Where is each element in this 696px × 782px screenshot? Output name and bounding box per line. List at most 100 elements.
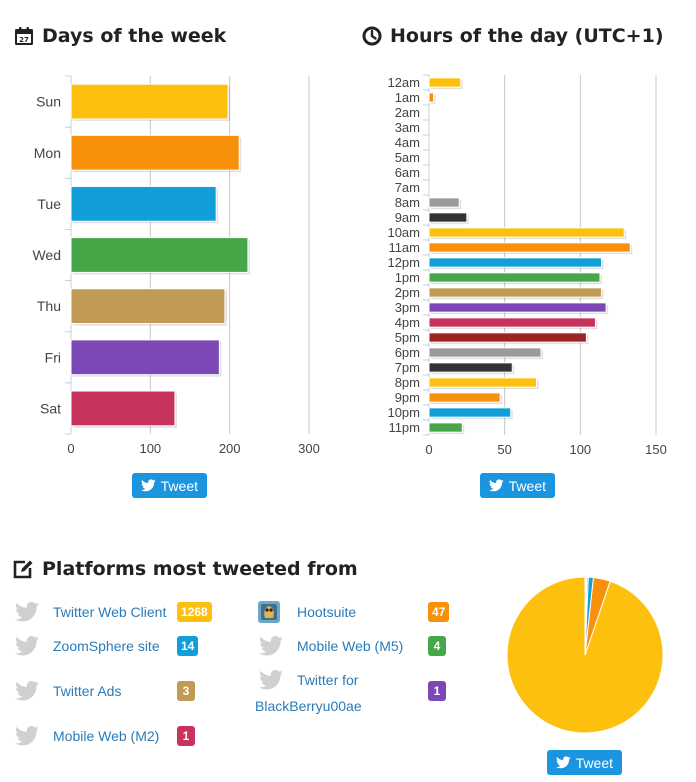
platform-name-link-line2[interactable]: BlackBerryu00ae	[255, 698, 362, 714]
clock-icon	[362, 26, 382, 46]
bar-10am	[428, 227, 625, 238]
twitter-bird-icon	[15, 726, 39, 746]
x-tick-label: 50	[497, 442, 511, 457]
category-label: Sun	[36, 94, 61, 110]
bar-Sat	[70, 390, 176, 427]
category-label: 1pm	[395, 270, 420, 285]
category-label: 12pm	[387, 255, 420, 270]
edit-icon	[13, 560, 33, 579]
category-label: 9pm	[395, 390, 420, 405]
twitter-bird-icon	[259, 636, 283, 656]
platform-name-link[interactable]: Hootsuite	[297, 604, 357, 620]
category-label: 4pm	[395, 315, 420, 330]
platform-count-badge: 14	[177, 636, 199, 656]
category-label: 4am	[395, 135, 420, 150]
bar-Fri	[70, 339, 220, 376]
x-tick-label: 200	[219, 441, 241, 456]
calendar-icon: 27	[15, 27, 33, 45]
x-tick-label: 0	[425, 442, 432, 457]
bar-Sun	[70, 83, 229, 120]
x-tick-label: 300	[298, 441, 320, 456]
category-label: 10am	[387, 225, 420, 240]
category-label: 11pm	[388, 420, 420, 435]
tweet-days-button[interactable]: Tweet	[132, 473, 207, 498]
platform-name-link[interactable]: Twitter Ads	[53, 683, 122, 699]
category-label: Tue	[37, 196, 61, 212]
category-label: 12am	[387, 75, 420, 90]
hootsuite-owl-icon	[258, 601, 280, 623]
twitter-bird-icon	[489, 479, 504, 492]
platform-name-link[interactable]: Mobile Web (M2)	[53, 728, 160, 744]
bar-7pm	[428, 362, 513, 373]
platform-count-badge: 3	[177, 681, 195, 701]
x-tick-label: 150	[645, 442, 667, 457]
x-tick-label: 100	[139, 441, 161, 456]
category-label: Sat	[40, 400, 61, 416]
category-label: Mon	[34, 145, 61, 161]
days-of-week-title: Days of the week	[42, 25, 227, 47]
category-label: Wed	[32, 247, 61, 263]
category-label: 6pm	[395, 345, 420, 360]
category-label: 2pm	[395, 285, 420, 300]
category-label: 8am	[395, 195, 420, 210]
x-tick-label: 100	[569, 442, 591, 457]
platform-count-badge: 4	[428, 636, 446, 656]
category-label: 3pm	[395, 300, 420, 315]
twitter-bird-icon	[141, 479, 156, 492]
x-tick-label: 0	[67, 441, 74, 456]
tweet-hours-button[interactable]: Tweet	[480, 473, 555, 498]
twitter-bird-icon	[556, 756, 571, 769]
bar-2pm	[428, 287, 603, 298]
platforms-heading: Platforms most tweeted from	[12, 558, 358, 580]
bar-12pm	[428, 257, 603, 268]
bar-10pm	[428, 407, 512, 418]
platform-name-link[interactable]: Twitter Web Client	[53, 604, 167, 620]
hours-of-day-heading: Hours of the day (UTC+1)	[362, 25, 664, 47]
tweet-platforms-button[interactable]: Tweet	[547, 750, 622, 775]
platform-name-link[interactable]: Twitter for	[297, 672, 359, 688]
tweet-hours-label: Tweet	[508, 477, 546, 494]
bar-9pm	[428, 392, 501, 403]
category-label: 6am	[395, 165, 420, 180]
tweet-platforms-label: Tweet	[575, 754, 613, 771]
category-label: 2am	[395, 105, 420, 120]
category-label: 5pm	[395, 330, 420, 345]
days-of-week-heading: 27 Days of the week	[14, 25, 226, 47]
category-label: 9am	[395, 210, 420, 225]
platforms-title: Platforms most tweeted from	[42, 558, 358, 580]
bar-Thu	[70, 288, 226, 325]
platform-count-badge: 1	[177, 726, 195, 746]
bar-Mon	[70, 134, 240, 171]
twitter-bird-icon	[15, 681, 39, 701]
category-label: 7am	[395, 180, 420, 195]
bar-11am	[428, 242, 631, 253]
category-label: 1am	[395, 90, 420, 105]
bar-6pm	[428, 347, 542, 358]
bar-11pm	[428, 422, 463, 433]
days-of-week-chart: Sun Mon Tue Wed Thu Fri Sat 0 100 200 300	[32, 75, 320, 456]
category-label: Thu	[37, 298, 61, 314]
bar-8am	[428, 197, 460, 208]
platform-name-link[interactable]: ZoomSphere site	[53, 638, 160, 654]
svg-text:27: 27	[19, 36, 29, 44]
bar-1am	[428, 92, 435, 103]
category-label: 11am	[388, 240, 420, 255]
bar-12am	[428, 77, 462, 88]
bar-Wed	[70, 237, 249, 273]
bar-9am	[428, 212, 468, 223]
bar-Tue	[70, 185, 217, 222]
bar-4pm	[428, 317, 596, 328]
category-label: 5am	[395, 150, 420, 165]
platform-name-link[interactable]: Mobile Web (M5)	[297, 638, 404, 654]
hours-of-day-title: Hours of the day (UTC+1)	[390, 25, 664, 47]
bar-3pm	[428, 302, 607, 313]
twitter-bird-icon	[15, 602, 39, 622]
tweet-days-label: Tweet	[160, 477, 198, 494]
category-label: 3am	[395, 120, 420, 135]
bar-5pm	[428, 332, 587, 343]
platform-count-badge: 47	[428, 602, 450, 622]
platform-count-badge: 1268	[177, 602, 212, 622]
category-label: Fri	[45, 349, 61, 365]
platforms-pie-chart	[506, 576, 664, 734]
category-label: 10pm	[387, 405, 420, 420]
